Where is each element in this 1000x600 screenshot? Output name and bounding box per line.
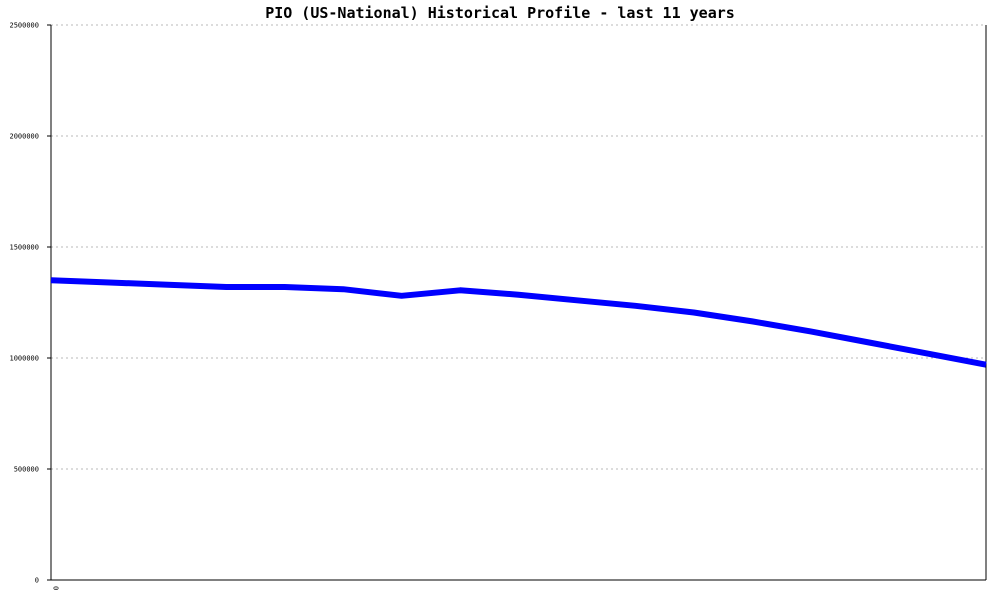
series [50, 277, 987, 368]
series-line [50, 277, 987, 368]
gridlines [51, 24, 986, 470]
x-tick-labels: 0 [52, 586, 60, 590]
y-tick-label: 1500000 [9, 244, 39, 252]
y-tick-label: 500000 [14, 466, 39, 474]
y-tick-label: 1000000 [9, 355, 39, 363]
x-tick-label: 0 [52, 586, 60, 590]
y-tick-labels: 0 500000 1000000 1500000 2000000 2500000 [9, 22, 51, 585]
y-tick-label: 0 [35, 577, 39, 585]
y-tick-label: 2000000 [9, 133, 39, 141]
chart-title: PIO (US-National) Historical Profile - l… [265, 4, 735, 22]
y-tick-label: 2500000 [9, 22, 39, 30]
